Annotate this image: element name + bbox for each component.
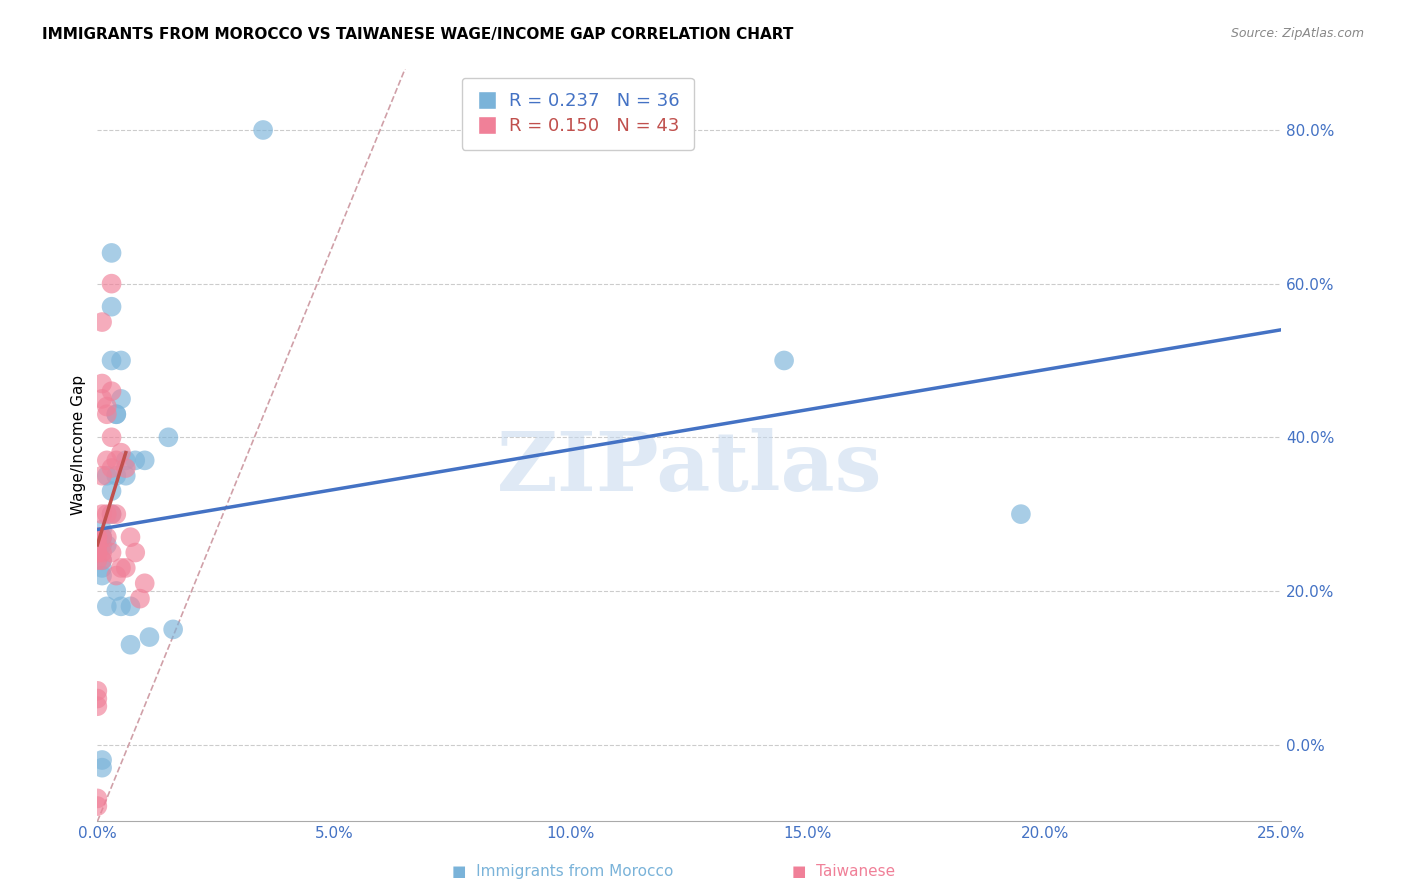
- Point: [100, 484, 122, 499]
- Point: [100, 507, 122, 521]
- Point: [105, 407, 128, 421]
- Point: [100, 246, 122, 260]
- Point: [114, 461, 136, 475]
- Point: [86, 530, 108, 544]
- Point: [114, 561, 136, 575]
- Point: [91, 392, 114, 406]
- Point: [105, 568, 128, 582]
- Point: [91, 568, 114, 582]
- Point: [91, 315, 114, 329]
- Point: [96, 599, 118, 614]
- Point: [105, 507, 128, 521]
- Point: [91, 753, 114, 767]
- Point: [100, 300, 122, 314]
- Point: [120, 638, 142, 652]
- Point: [96, 453, 118, 467]
- Point: [91, 376, 114, 391]
- Point: [91, 538, 114, 552]
- Point: [100, 507, 122, 521]
- Point: [105, 407, 128, 421]
- Point: [86, 545, 108, 559]
- Point: [91, 561, 114, 575]
- Point: [100, 384, 122, 399]
- Text: ■  Taiwanese: ■ Taiwanese: [792, 863, 896, 879]
- Y-axis label: Wage/Income Gap: Wage/Income Gap: [72, 375, 86, 515]
- Point: [114, 453, 136, 467]
- Point: [124, 545, 146, 559]
- Point: [91, 553, 114, 567]
- Point: [96, 538, 118, 552]
- Point: [114, 468, 136, 483]
- Point: [105, 453, 128, 467]
- Point: [91, 530, 114, 544]
- Point: [91, 468, 114, 483]
- Point: [86, 530, 108, 544]
- Point: [252, 123, 274, 137]
- Point: [91, 553, 114, 567]
- Point: [773, 353, 796, 368]
- Point: [91, 761, 114, 775]
- Legend: R = 0.237   N = 36, R = 0.150   N = 43: R = 0.237 N = 36, R = 0.150 N = 43: [461, 78, 693, 150]
- Point: [86, 791, 108, 805]
- Point: [105, 584, 128, 599]
- Point: [120, 530, 142, 544]
- Point: [134, 576, 156, 591]
- Point: [86, 538, 108, 552]
- Point: [96, 507, 118, 521]
- Point: [96, 400, 118, 414]
- Point: [91, 507, 114, 521]
- Point: [86, 699, 108, 714]
- Point: [124, 453, 146, 467]
- Point: [91, 530, 114, 544]
- Point: [86, 545, 108, 559]
- Point: [96, 407, 118, 421]
- Point: [100, 545, 122, 559]
- Point: [91, 530, 114, 544]
- Point: [86, 683, 108, 698]
- Point: [110, 353, 132, 368]
- Point: [1010, 507, 1032, 521]
- Point: [105, 468, 128, 483]
- Point: [91, 523, 114, 537]
- Point: [157, 430, 180, 444]
- Point: [110, 599, 132, 614]
- Point: [120, 599, 142, 614]
- Point: [162, 623, 184, 637]
- Point: [100, 277, 122, 291]
- Point: [110, 561, 132, 575]
- Point: [96, 530, 118, 544]
- Point: [86, 691, 108, 706]
- Point: [138, 630, 160, 644]
- Point: [110, 445, 132, 459]
- Point: [86, 545, 108, 559]
- Point: [96, 468, 118, 483]
- Text: ■  Immigrants from Morocco: ■ Immigrants from Morocco: [451, 863, 673, 879]
- Point: [91, 545, 114, 559]
- Text: IMMIGRANTS FROM MOROCCO VS TAIWANESE WAGE/INCOME GAP CORRELATION CHART: IMMIGRANTS FROM MOROCCO VS TAIWANESE WAG…: [42, 27, 793, 42]
- Point: [100, 461, 122, 475]
- Point: [110, 392, 132, 406]
- Point: [100, 353, 122, 368]
- Point: [134, 453, 156, 467]
- Point: [86, 538, 108, 552]
- Point: [86, 553, 108, 567]
- Point: [100, 430, 122, 444]
- Point: [129, 591, 152, 606]
- Point: [86, 799, 108, 814]
- Text: ZIPatlas: ZIPatlas: [496, 427, 882, 508]
- Text: Source: ZipAtlas.com: Source: ZipAtlas.com: [1230, 27, 1364, 40]
